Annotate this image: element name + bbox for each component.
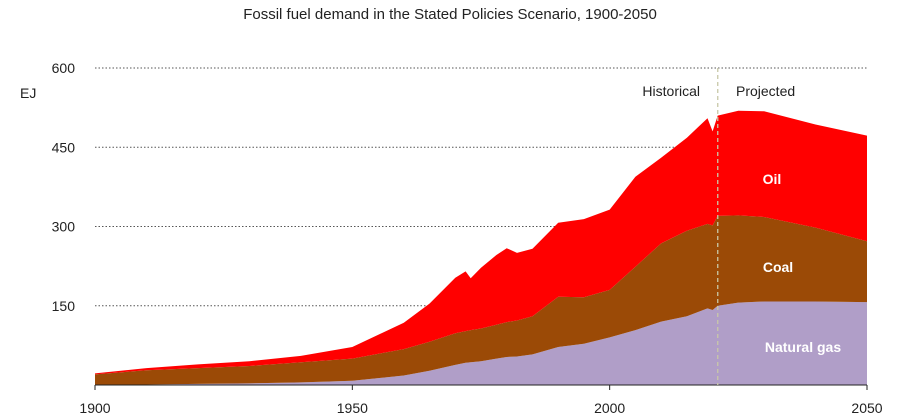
x-tick-label: 2050	[851, 400, 882, 416]
area-oil	[95, 110, 867, 375]
y-tick-label: 450	[52, 139, 76, 155]
area-natural-gas	[95, 301, 867, 385]
axes: 150 300 450 600 1900 1950 2000 2050	[52, 60, 883, 416]
series-label-natural-gas: Natural gas	[765, 339, 841, 355]
x-tick-label: 1900	[79, 400, 110, 416]
chart-title: Fossil fuel demand in the Stated Policie…	[243, 6, 657, 23]
labels: EJ Historical Projected Oil Coal Natural…	[20, 83, 841, 355]
y-tick-label: 150	[52, 298, 76, 314]
area-coal	[95, 215, 867, 385]
y-axis-title: EJ	[20, 85, 36, 101]
projected-label: Projected	[736, 83, 795, 99]
y-tick-label: 300	[52, 219, 76, 235]
y-tick-label: 600	[52, 60, 76, 76]
areas	[95, 110, 867, 385]
x-tick-label: 2000	[594, 400, 625, 416]
x-tick-label: 1950	[337, 400, 368, 416]
series-label-coal: Coal	[763, 259, 793, 275]
historical-label: Historical	[642, 83, 700, 99]
series-label-oil: Oil	[763, 171, 782, 187]
